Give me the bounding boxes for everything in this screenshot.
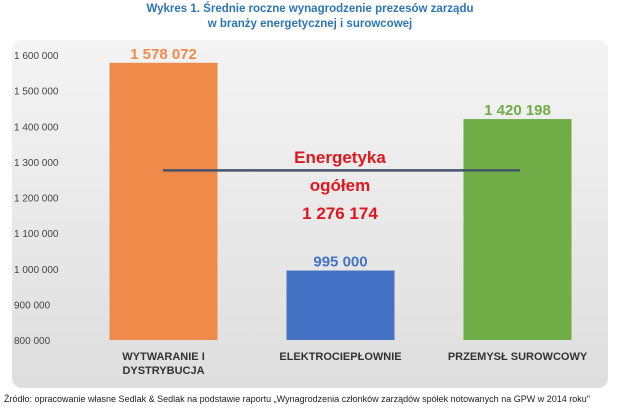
data-label: 1 420 198 [484, 102, 551, 119]
chart-title-line2: w branży energetycznej i surowcowej [207, 18, 413, 30]
y-tick-label: 1 100 000 [14, 229, 59, 240]
bar [286, 270, 395, 340]
category-label: WYTWARANIE I [122, 351, 205, 363]
y-tick-label: 1 500 000 [14, 87, 59, 98]
chart-title-line1: Wykres 1. Średnie roczne wynagrodzenie p… [146, 3, 474, 15]
reference-annotation: 1 276 174 [302, 204, 378, 223]
chart-title: Wykres 1. Średnie roczne wynagrodzenie p… [0, 2, 620, 32]
reference-annotation: Energetyka [294, 148, 386, 167]
y-tick-label: 900 000 [14, 300, 51, 311]
y-tick-label: 1 200 000 [14, 194, 59, 205]
category-label: PRZEMYSŁ SUROWCOWY [448, 351, 588, 363]
y-tick-label: 1 400 000 [14, 122, 59, 133]
y-tick-label: 800 000 [14, 336, 51, 347]
source-note: Źródło: opracowanie własne Sedlak & Sedl… [4, 394, 590, 404]
reference-annotation: ogółem [310, 176, 370, 195]
y-tick-label: 1 000 000 [14, 265, 59, 276]
category-label: DYSTRYBUCJA [122, 365, 204, 377]
data-label: 995 000 [313, 254, 367, 271]
y-tick-label: 1 300 000 [14, 158, 59, 169]
data-label: 1 578 072 [130, 46, 197, 63]
bar [463, 119, 572, 340]
category-label: ELEKTROCIEPŁOWNIE [279, 351, 401, 363]
y-tick-label: 1 600 000 [14, 51, 59, 62]
bar [109, 62, 218, 340]
